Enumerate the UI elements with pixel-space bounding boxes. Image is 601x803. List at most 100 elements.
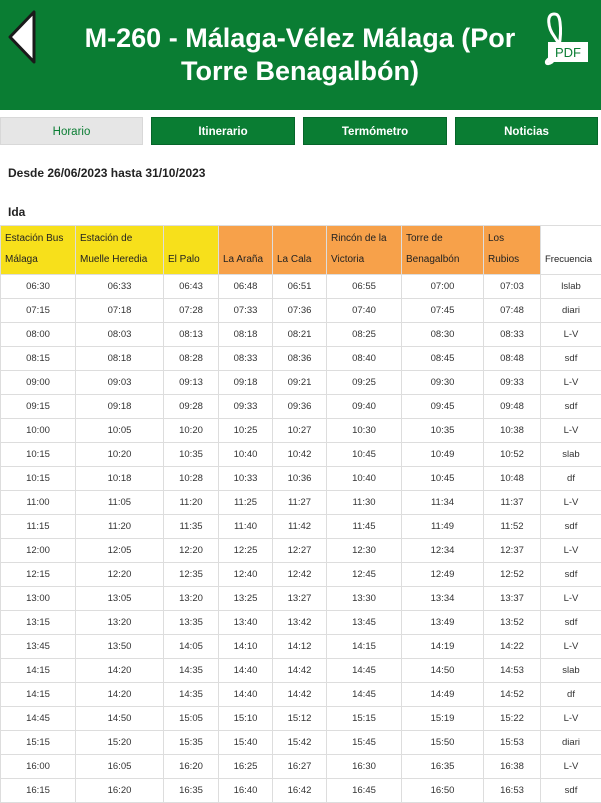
time-cell: 14:19 bbox=[401, 634, 484, 659]
table-row: 16:15 16:20 16:35 16:40 16:42 16:45 16:50 16:53… bbox=[0, 778, 601, 803]
table-row: 06:30 06:33 06:43 06:48 06:51 06:55 07:00 07:03… bbox=[0, 274, 601, 299]
time-cell: 13:49 bbox=[401, 610, 484, 635]
time-cell: 08:33 bbox=[483, 322, 541, 347]
time-cell: 09:40 bbox=[326, 394, 402, 419]
column-header: Estación de Muelle Heredia bbox=[75, 225, 164, 275]
time-cell: 14:20 bbox=[75, 658, 164, 683]
time-cell: 15:40 bbox=[218, 730, 273, 755]
time-cell: 14:49 bbox=[401, 682, 484, 707]
time-cell: 10:20 bbox=[163, 418, 219, 443]
time-cell: 11:27 bbox=[272, 490, 327, 515]
time-cell: 13:40 bbox=[218, 610, 273, 635]
column-header: La Cala bbox=[272, 225, 327, 275]
time-cell: 12:00 bbox=[0, 538, 76, 563]
back-arrow-icon[interactable] bbox=[4, 8, 40, 66]
table-row: 12:00 12:05 12:20 12:25 12:27 12:30 12:34 12:37… bbox=[0, 538, 601, 563]
time-cell: 07:18 bbox=[75, 298, 164, 323]
time-cell: 12:20 bbox=[75, 562, 164, 587]
time-cell: 10:15 bbox=[0, 442, 76, 467]
table-row: 07:15 07:18 07:28 07:33 07:36 07:40 07:45 07:48… bbox=[0, 298, 601, 323]
time-cell: 10:20 bbox=[75, 442, 164, 467]
column-header: Frecuencia bbox=[540, 225, 601, 275]
column-header: La Araña bbox=[218, 225, 273, 275]
time-cell: 09:18 bbox=[218, 370, 273, 395]
tab-horario[interactable]: Horario bbox=[0, 117, 143, 145]
table-row: 13:45 13:50 14:05 14:10 14:12 14:15 14:19 14:22… bbox=[0, 634, 601, 659]
time-cell: 15:19 bbox=[401, 706, 484, 731]
table-row: 13:00 13:05 13:20 13:25 13:27 13:30 13:34 13:37… bbox=[0, 586, 601, 611]
time-cell: 09:21 bbox=[272, 370, 327, 395]
table-row: 12:15 12:20 12:35 12:40 12:42 12:45 12:49 12:52… bbox=[0, 562, 601, 587]
time-cell: 10:45 bbox=[401, 466, 484, 491]
time-cell: 07:15 bbox=[0, 298, 76, 323]
table-row: 13:15 13:20 13:35 13:40 13:42 13:45 13:49 13:52… bbox=[0, 610, 601, 635]
time-cell: 13:42 bbox=[272, 610, 327, 635]
frequency-cell: L-V bbox=[540, 706, 601, 731]
table-row: 11:15 11:20 11:35 11:40 11:42 11:45 11:49 11:52… bbox=[0, 514, 601, 539]
tab-termometro[interactable]: Termómetro bbox=[303, 117, 447, 145]
time-cell: 11:00 bbox=[0, 490, 76, 515]
time-cell: 07:03 bbox=[483, 274, 541, 299]
frequency-cell: sdf bbox=[540, 514, 601, 539]
time-cell: 15:42 bbox=[272, 730, 327, 755]
table-row: 15:15 15:20 15:35 15:40 15:42 15:45 15:50 15:53… bbox=[0, 730, 601, 755]
time-cell: 14:10 bbox=[218, 634, 273, 659]
time-cell: 10:27 bbox=[272, 418, 327, 443]
schedule-header-row: Estación Bus Málaga Estación de Muelle He… bbox=[0, 225, 601, 275]
time-cell: 13:27 bbox=[272, 586, 327, 611]
column-header: Los Rubios bbox=[483, 225, 541, 275]
time-cell: 12:37 bbox=[483, 538, 541, 563]
time-cell: 12:15 bbox=[0, 562, 76, 587]
time-cell: 16:40 bbox=[218, 778, 273, 803]
tab-bar: Horario Itinerario Termómetro Noticias bbox=[0, 117, 601, 145]
time-cell: 10:45 bbox=[326, 442, 402, 467]
time-cell: 10:28 bbox=[163, 466, 219, 491]
frequency-cell: slab bbox=[540, 442, 601, 467]
time-cell: 10:48 bbox=[483, 466, 541, 491]
time-cell: 16:38 bbox=[483, 754, 541, 779]
time-cell: 08:30 bbox=[401, 322, 484, 347]
time-cell: 14:42 bbox=[272, 682, 327, 707]
time-cell: 08:13 bbox=[163, 322, 219, 347]
time-cell: 10:40 bbox=[326, 466, 402, 491]
time-cell: 06:55 bbox=[326, 274, 402, 299]
pdf-download-icon[interactable]: PDF bbox=[540, 8, 592, 68]
time-cell: 10:18 bbox=[75, 466, 164, 491]
time-cell: 10:36 bbox=[272, 466, 327, 491]
time-cell: 11:25 bbox=[218, 490, 273, 515]
time-cell: 11:30 bbox=[326, 490, 402, 515]
time-cell: 08:28 bbox=[163, 346, 219, 371]
time-cell: 07:00 bbox=[401, 274, 484, 299]
time-cell: 08:21 bbox=[272, 322, 327, 347]
validity-period: Desde 26/06/2023 hasta 31/10/2023 bbox=[8, 166, 206, 180]
time-cell: 06:30 bbox=[0, 274, 76, 299]
time-cell: 14:40 bbox=[218, 682, 273, 707]
time-cell: 10:42 bbox=[272, 442, 327, 467]
time-cell: 07:28 bbox=[163, 298, 219, 323]
time-cell: 13:45 bbox=[326, 610, 402, 635]
time-cell: 16:42 bbox=[272, 778, 327, 803]
time-cell: 16:35 bbox=[163, 778, 219, 803]
time-cell: 12:45 bbox=[326, 562, 402, 587]
time-cell: 16:15 bbox=[0, 778, 76, 803]
time-cell: 14:52 bbox=[483, 682, 541, 707]
tab-noticias[interactable]: Noticias bbox=[455, 117, 598, 145]
time-cell: 14:42 bbox=[272, 658, 327, 683]
time-cell: 13:00 bbox=[0, 586, 76, 611]
tab-itinerario[interactable]: Itinerario bbox=[151, 117, 295, 145]
time-cell: 14:05 bbox=[163, 634, 219, 659]
frequency-cell: sdf bbox=[540, 778, 601, 803]
frequency-cell: sdf bbox=[540, 562, 601, 587]
time-cell: 09:33 bbox=[218, 394, 273, 419]
time-cell: 14:15 bbox=[0, 682, 76, 707]
time-cell: 13:35 bbox=[163, 610, 219, 635]
time-cell: 15:20 bbox=[75, 730, 164, 755]
time-cell: 06:33 bbox=[75, 274, 164, 299]
frequency-cell: L-V bbox=[540, 586, 601, 611]
time-cell: 14:20 bbox=[75, 682, 164, 707]
frequency-cell: L-V bbox=[540, 370, 601, 395]
table-row: 10:15 10:20 10:35 10:40 10:42 10:45 10:49 10:52… bbox=[0, 442, 601, 467]
time-cell: 11:20 bbox=[75, 514, 164, 539]
frequency-cell: L-V bbox=[540, 634, 601, 659]
table-row: 10:15 10:18 10:28 10:33 10:36 10:40 10:45 10:48… bbox=[0, 466, 601, 491]
